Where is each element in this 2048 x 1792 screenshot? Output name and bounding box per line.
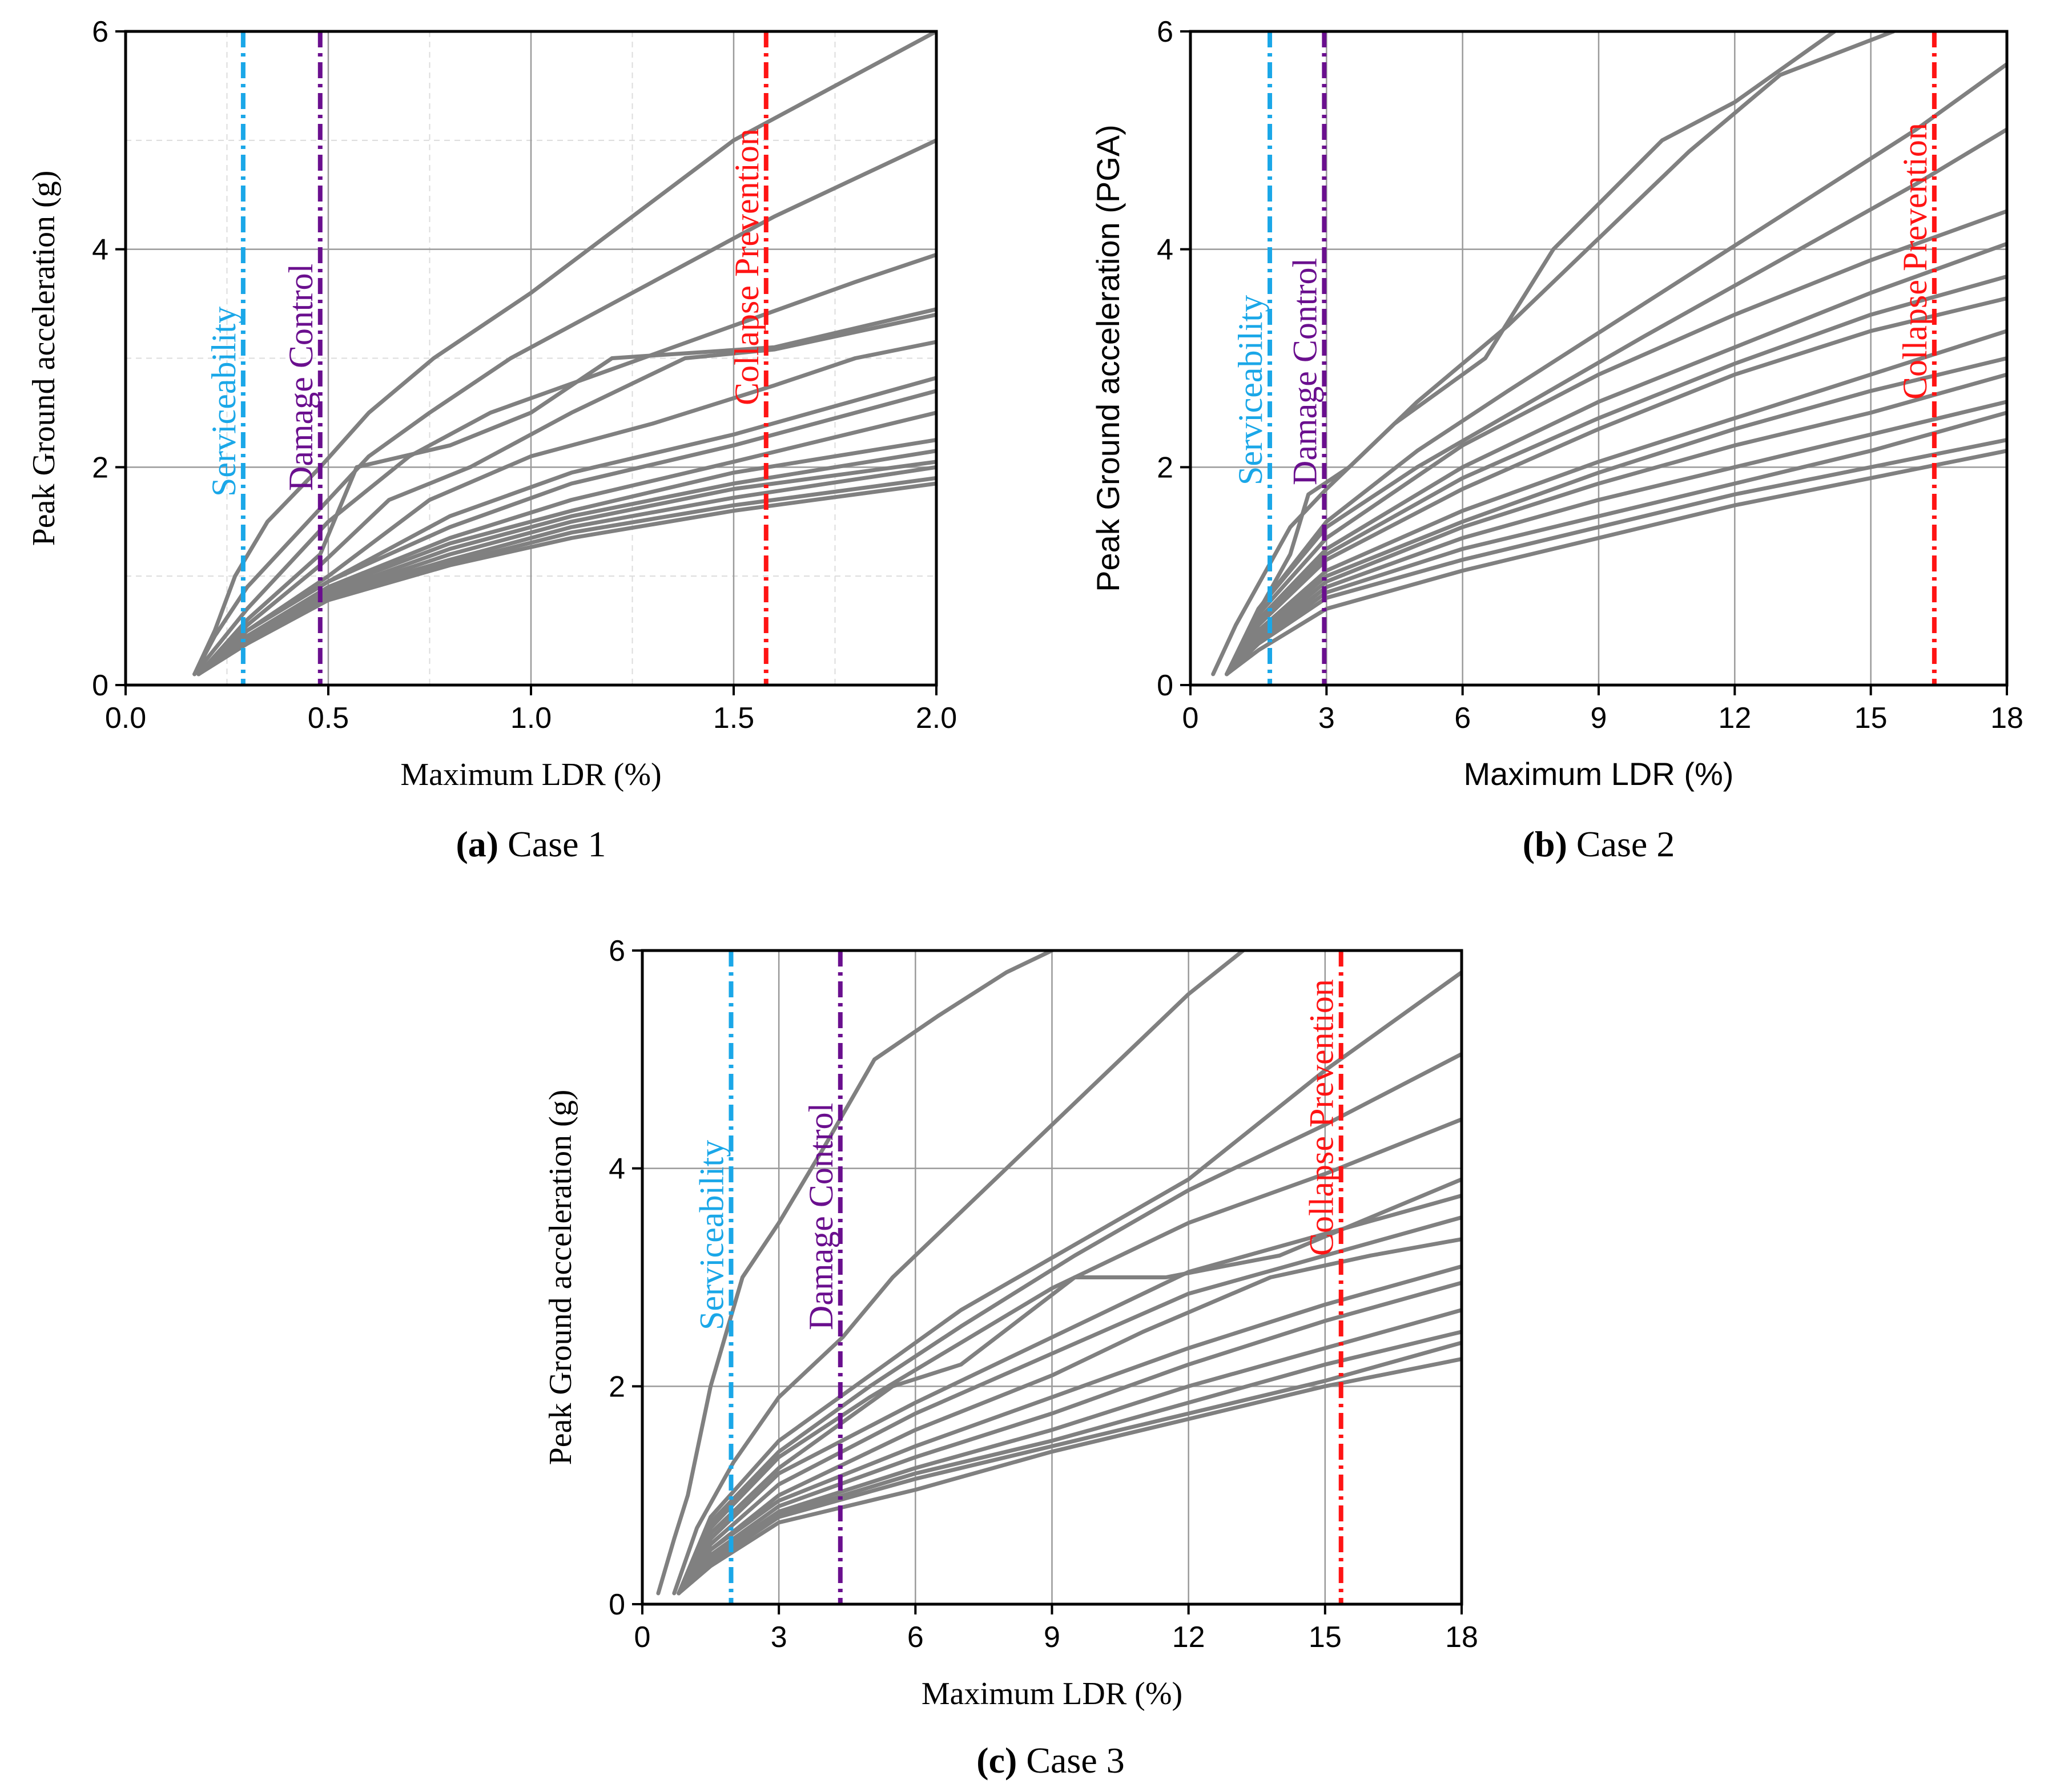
x-axis-label: Maximum LDR (%) [400,757,661,792]
y-tick-label: 2 [92,451,108,484]
x-tick-label: 9 [1591,702,1607,735]
x-tick-label: 0 [1182,702,1199,735]
threshold-label-serviceability: Serviceability [693,1140,730,1330]
pushover-curve-8 [1225,296,2007,676]
threshold-label-serviceability: Serviceability [205,307,243,497]
panel-caption: (c) Case 3 [976,1740,1124,1781]
y-tick-label: 6 [609,935,625,968]
y-tick-label: 2 [609,1370,625,1403]
y-tick-label: 0 [92,669,108,702]
pushover-curve-2 [672,951,1245,1596]
panel-c-case-3: Serviceability Damage Control Collapse Pre… [543,935,1478,1781]
panel-caption: (a) Case 1 [456,824,606,864]
caption-text: Case 1 [498,824,606,864]
threshold-label-damage-control: Damage Control [282,264,320,491]
y-axis-label: Peak Ground acceleration (g) [543,1090,578,1465]
y-tick-label: 0 [1157,669,1173,702]
y-tick-label: 4 [92,233,108,267]
y-tick-label: 4 [1157,233,1173,267]
threshold-label-collapse-prevention: Collapse Prevention [1896,123,1934,400]
x-tick-label: 15 [1854,702,1888,735]
x-tick-label: 1.0 [510,702,552,735]
pushover-curve-10 [196,438,936,676]
caption-letter: (a) [456,824,498,864]
pushover-curve-3 [192,252,936,676]
pushover-curve-4 [1225,127,2007,676]
pushover-curve-5 [196,312,936,676]
pushover-curve-3 [677,970,1462,1596]
pushover-curve-15 [1225,449,2007,676]
threshold-label-damage-control: Damage Control [1286,258,1323,485]
pushover-curve-8 [196,389,936,676]
y-tick-label: 0 [609,1588,625,1621]
y-axis-label: Peak Ground acceleration (PGA) [1090,124,1126,592]
threshold-label-serviceability: Serviceability [1232,295,1269,485]
pushover-curve-5 [677,1117,1462,1596]
series-group [192,31,936,676]
panel-b-case-2: Serviceability Damage Control Collapse Pre… [1090,15,2023,864]
x-tick-label: 0.5 [308,702,349,735]
x-axis-label: Maximum LDR (%) [1464,756,1734,792]
x-tick-label: 12 [1172,1621,1205,1654]
y-tick-label: 4 [609,1153,625,1186]
x-axis-label: Maximum LDR (%) [922,1676,1182,1712]
panel-a-case-1: Serviceability Damage Control Collapse Pre… [26,15,957,864]
pushover-curve-15 [196,481,936,676]
caption-text: Case 3 [1017,1740,1124,1781]
pushover-curve-6 [677,1177,1462,1596]
x-tick-label: 9 [1044,1621,1060,1654]
x-tick-label: 3 [1318,702,1335,735]
pushover-curve-14 [677,1340,1462,1596]
threshold-label-collapse-prevention: Collapse Prevention [728,128,766,405]
pushover-curve-15 [677,1357,1462,1596]
x-tick-label: 0.0 [105,702,146,735]
y-tick-label: 6 [1157,15,1173,49]
threshold-label-damage-control: Damage Control [802,1103,840,1330]
x-tick-label: 0 [634,1621,651,1654]
pushover-curve-10 [677,1264,1462,1596]
caption-letter: (c) [976,1740,1017,1781]
pushover-curve-13 [1225,410,2007,676]
pushover-curve-2 [1225,31,1896,676]
y-tick-label: 6 [92,15,108,49]
pushover-curve-8 [677,1215,1462,1596]
x-tick-label: 6 [907,1621,924,1654]
pushover-curve-2 [192,138,936,676]
pushover-curve-1 [656,951,1054,1596]
caption-letter: (b) [1523,824,1567,864]
caption-text: Case 2 [1567,824,1675,864]
pushover-curve-4 [196,307,936,676]
x-tick-label: 12 [1718,702,1751,735]
x-tick-label: 3 [771,1621,787,1654]
threshold-label-collapse-prevention: Collapse Prevention [1303,979,1341,1256]
x-tick-label: 1.5 [713,702,754,735]
pushover-curve-14 [1225,438,2007,676]
y-axis-label: Peak Ground acceleration (g) [26,171,62,546]
x-tick-label: 15 [1309,1621,1342,1654]
x-tick-label: 2.0 [916,702,957,735]
series-group [656,951,1462,1596]
pushover-curve-11 [677,1280,1462,1596]
y-tick-label: 2 [1157,451,1173,484]
x-tick-label: 18 [1990,702,2023,735]
panel-caption: (b) Case 2 [1523,824,1675,864]
x-tick-label: 18 [1445,1621,1478,1654]
pushover-curve-1 [192,31,936,676]
x-tick-label: 6 [1454,702,1471,735]
pushover-curve-7 [677,1193,1462,1596]
pushover-curve-4 [677,1052,1462,1596]
